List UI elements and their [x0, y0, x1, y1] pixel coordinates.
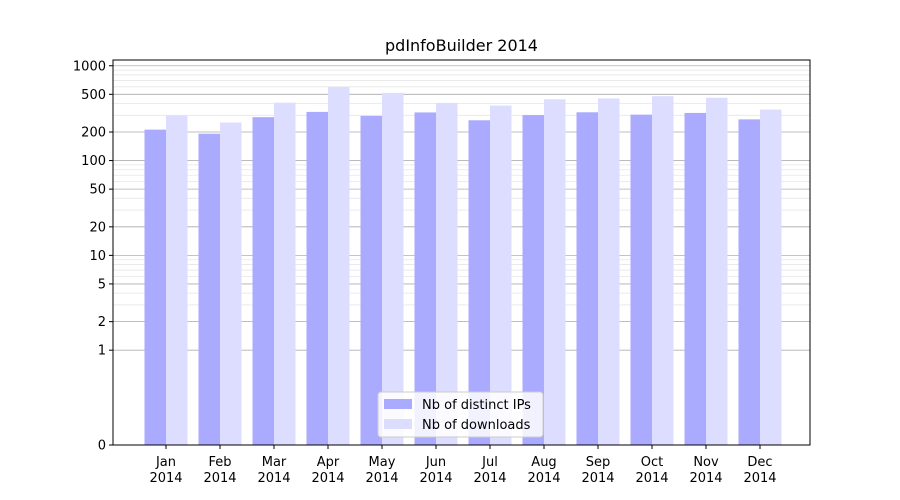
x-tick-year: 2014	[419, 471, 452, 486]
x-tick-month: Jan	[155, 455, 176, 470]
x-tick-month: Nov	[693, 455, 719, 470]
x-tick-month: Aug	[531, 455, 556, 470]
x-tick-label: Jun 2014	[419, 455, 452, 486]
bar-distinct-ips-mar	[252, 117, 274, 446]
x-tick-year: 2014	[149, 471, 182, 486]
y-tick-label: 1000	[73, 59, 106, 74]
x-tick-month: Sep	[586, 455, 611, 470]
bar-distinct-ips-oct	[630, 114, 652, 445]
bar-downloads-mar	[274, 102, 296, 446]
y-tick-label: 100	[81, 154, 106, 169]
x-tick-year: 2014	[257, 471, 290, 486]
x-tick-label: Jul 2014	[473, 455, 506, 486]
x-tick-label: Sep 2014	[581, 455, 614, 486]
y-tick-label: 200	[81, 126, 106, 141]
legend-swatch	[384, 419, 412, 429]
y-tick-label: 1	[98, 344, 106, 359]
bar-downloads-sep	[598, 98, 620, 446]
y-tick-label: 10	[89, 249, 106, 264]
x-tick-month: Mar	[262, 455, 287, 470]
x-tick-label: Oct 2014	[635, 455, 668, 486]
x-tick-year: 2014	[365, 471, 398, 486]
bar-downloads-jan	[166, 115, 188, 445]
bar-downloads-feb	[220, 122, 242, 446]
bar-downloads-nov	[706, 97, 728, 446]
x-tick-month: Jul	[481, 455, 498, 470]
bar-distinct-ips-nov	[684, 112, 706, 446]
x-tick-year: 2014	[203, 471, 236, 486]
x-tick-label: May 2014	[365, 455, 398, 486]
plot-frame	[112, 59, 811, 446]
bar-distinct-ips-may	[360, 115, 382, 445]
legend-label: Nb of distinct IPs	[422, 398, 531, 413]
legend: Nb of distinct IPs Nb of downloads	[377, 391, 544, 438]
bar-distinct-ips-aug	[522, 115, 544, 445]
x-tick-label: Feb 2014	[203, 455, 236, 486]
x-tick-year: 2014	[635, 471, 668, 486]
x-tick-label: Jan 2014	[149, 455, 182, 486]
x-tick-month: Oct	[641, 455, 663, 470]
x-tick-month: Apr	[317, 455, 340, 470]
x-tick-year: 2014	[473, 471, 506, 486]
y-axis: 0 1 2 5 10 20 50 100 200 500 1000	[73, 59, 113, 454]
x-tick-year: 2014	[311, 471, 344, 486]
bar-downloads-jul	[490, 105, 512, 445]
x-tick-month: Dec	[747, 455, 772, 470]
chart-title: pdInfoBuilder 2014	[385, 36, 538, 55]
x-tick-label: Aug 2014	[527, 455, 560, 486]
bars	[144, 86, 782, 446]
y-tick-label: 0	[98, 439, 106, 454]
x-tick-year: 2014	[581, 471, 614, 486]
bar-distinct-ips-jun	[414, 112, 436, 446]
bar-distinct-ips-jul	[468, 120, 490, 445]
bar-downloads-aug	[544, 99, 566, 446]
y-tick-label: 5	[98, 277, 106, 292]
bar-downloads-apr	[328, 86, 350, 446]
bar-downloads-oct	[652, 96, 674, 446]
x-tick-month: Jun	[425, 455, 446, 470]
legend-label: Nb of downloads	[422, 418, 531, 433]
x-tick-label: Apr 2014	[311, 455, 344, 486]
x-tick-month: Feb	[208, 455, 231, 470]
bar-downloads-may	[382, 92, 404, 446]
bar-distinct-ips-feb	[198, 133, 220, 445]
x-tick-year: 2014	[743, 471, 776, 486]
x-tick-label: Dec 2014	[743, 455, 776, 486]
bar-downloads-dec	[760, 109, 782, 446]
x-tick-year: 2014	[689, 471, 722, 486]
y-tick-label: 500	[81, 88, 106, 103]
y-tick-label: 2	[98, 315, 106, 330]
x-tick-month: May	[369, 455, 396, 470]
legend-box	[377, 391, 544, 438]
bar-downloads-jun	[436, 102, 458, 445]
bar-distinct-ips-dec	[738, 119, 760, 446]
x-tick-label: Mar 2014	[257, 455, 290, 486]
bar-distinct-ips-apr	[306, 111, 328, 445]
bar-distinct-ips-jan	[144, 129, 166, 446]
legend-swatch	[384, 399, 412, 409]
y-tick-label: 50	[89, 183, 106, 198]
x-tick-label: Nov 2014	[689, 455, 722, 486]
y-tick-label: 20	[89, 220, 106, 235]
bar-distinct-ips-sep	[576, 112, 598, 446]
x-tick-year: 2014	[527, 471, 560, 486]
